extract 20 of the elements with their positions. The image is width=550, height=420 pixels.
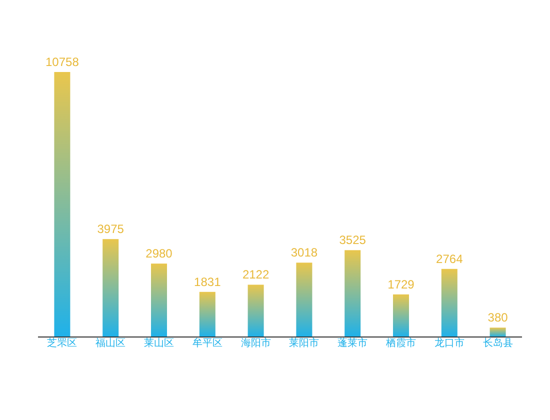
data-label: 3018	[290, 246, 318, 260]
data-label: 10758	[46, 55, 80, 69]
data-label: 3975	[97, 222, 124, 236]
data-label: 2122	[242, 268, 270, 282]
x-tick-label: 长岛县	[482, 337, 513, 349]
x-tick-label: 莱山区	[144, 337, 174, 349]
data-label: 1729	[388, 277, 415, 292]
x-tick-label: 芝罘区	[47, 337, 78, 349]
data-label: 3525	[339, 233, 366, 248]
x-tick-label: 莱阳市	[289, 337, 320, 349]
x-tick-label: 蓬莱市	[338, 337, 368, 349]
data-label: 380	[488, 310, 508, 325]
data-label: 2764	[436, 252, 464, 266]
data-label: 2980	[146, 246, 173, 261]
x-tick-label: 牟平区	[192, 337, 222, 349]
data-label: 1831	[194, 274, 222, 289]
x-tick-label: 海阳市	[240, 337, 271, 349]
x-tick-label: 福山区	[96, 337, 126, 349]
x-tick-label: 龙口市	[434, 337, 464, 349]
x-tick-label: 栖霞市	[385, 337, 416, 349]
